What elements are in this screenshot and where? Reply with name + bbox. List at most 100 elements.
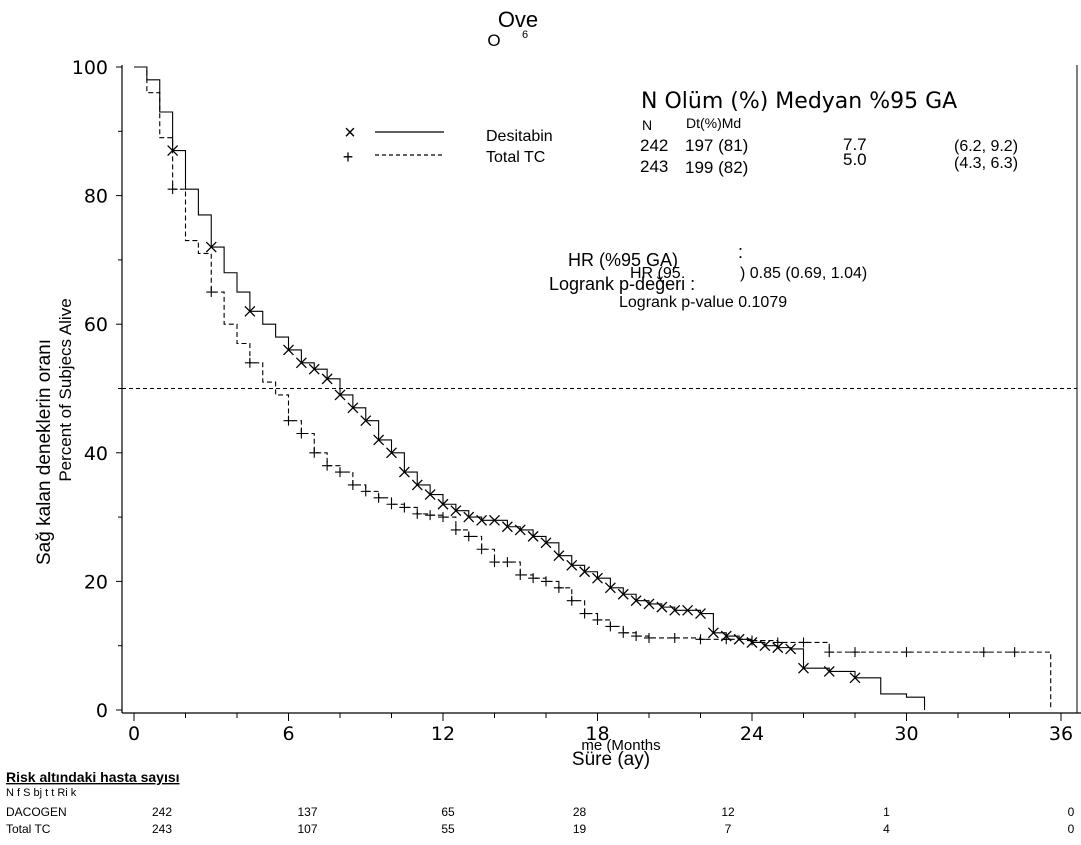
- risk-cell: 0: [1068, 805, 1075, 819]
- legend: N Olüm (%) Medyan %95 GA N Dt(%)Md × Des…: [343, 89, 1018, 177]
- censor-marker-x: [205, 241, 217, 253]
- risk-cell: 28: [573, 805, 587, 819]
- censor-marker-plus: [901, 647, 912, 658]
- legend-subheader-n: N: [642, 117, 652, 133]
- y-tick-label: 40: [84, 443, 108, 465]
- risk-cell: 7: [725, 822, 732, 836]
- x-tick-label: 0: [128, 723, 140, 745]
- legend-header: N Olüm (%) Medyan %95 GA: [641, 89, 957, 114]
- censor-marker-plus: [425, 510, 436, 521]
- censor-marker-plus: [605, 621, 616, 632]
- censor-marker-x: [295, 357, 307, 369]
- legend-ci-totaltc: (4.3, 6.3): [954, 155, 1018, 172]
- censor-marker-x: [373, 434, 385, 446]
- censor-marker-x: [643, 598, 655, 610]
- censor-marker-x: [321, 373, 333, 385]
- censor-marker-x: [759, 640, 771, 652]
- hr-value: ) 0.85 (0.69, 1.04): [740, 265, 867, 282]
- censor-marker-x: [707, 627, 719, 639]
- risk-cell: 1: [883, 805, 890, 819]
- censor-marker-plus: [296, 428, 307, 439]
- censor-marker-plus: [167, 184, 178, 195]
- censor-marker-x: [360, 415, 372, 427]
- censor-marker-x: [592, 572, 603, 584]
- survival-line-total-tc: [134, 66, 1052, 710]
- censor-marker-x: [630, 595, 642, 607]
- logrank-label-en: Logrank p-value 0.1079: [619, 294, 787, 311]
- censor-marker-plus: [747, 635, 757, 646]
- legend-marker-plus: +: [343, 147, 354, 167]
- x-axis-label-overlay: me (Months: [581, 737, 660, 754]
- risk-cell: 242: [152, 805, 172, 819]
- censor-marker-plus: [347, 479, 358, 490]
- risk-cell: 107: [297, 822, 317, 836]
- risk-cell: 243: [152, 822, 172, 836]
- censor-marker-x: [476, 514, 488, 526]
- censor-marker-x: [798, 662, 809, 674]
- censor-marker-plus: [283, 415, 294, 426]
- censor-marker-plus: [669, 632, 680, 643]
- censor-marker-x: [527, 530, 539, 542]
- censor-marker-plus: [721, 634, 732, 645]
- censor-marker-x: [553, 550, 565, 562]
- censor-marker-x: [334, 389, 346, 401]
- censor-marker-plus: [476, 544, 487, 555]
- censor-marker-plus: [566, 595, 577, 606]
- legend-marker-x: ×: [344, 122, 356, 144]
- risk-table-rows: DACOGEN 242 137 65 28 12 1 0 Total TC 243 107 55 19 7…: [6, 805, 1075, 836]
- survival-curves: [134, 66, 1052, 710]
- chart-title: Ove: [498, 7, 538, 32]
- censor-marker-plus: [579, 608, 590, 619]
- censor-marker-x: [695, 608, 706, 620]
- censor-marker-x: [347, 402, 359, 414]
- censor-marker-plus: [489, 557, 500, 568]
- chart-title-superscript: 6: [522, 29, 528, 41]
- censor-marker-plus: [309, 447, 320, 458]
- censor-marker-plus: [631, 631, 642, 642]
- censor-marker-x: [386, 447, 397, 459]
- risk-table-overlay: N f S bj t t Ri k: [6, 787, 77, 799]
- censor-marker-plus: [373, 492, 384, 503]
- censor-marker-x: [566, 559, 578, 571]
- censor-marker-plus: [399, 502, 410, 513]
- legend-median-desitabin: 7.7: [843, 135, 867, 154]
- risk-cell: 55: [441, 822, 455, 836]
- censor-marker-x: [398, 466, 410, 478]
- chart-title-overlay: O: [487, 31, 500, 50]
- legend-deaths-totaltc: 199 (82): [685, 158, 748, 177]
- x-tick-label: 30: [894, 723, 918, 745]
- censor-marker-x: [604, 582, 616, 594]
- censor-marker-x: [308, 363, 320, 375]
- y-axis-label: Sağ kalan deneklerin oranı: [34, 339, 55, 565]
- censor-marker-x: [514, 524, 526, 536]
- y-axis-label-overlay: Percent of Subjecs Alive: [56, 298, 75, 481]
- risk-cell: 19: [573, 822, 587, 836]
- legend-label-totaltc: Total TC: [486, 149, 545, 166]
- logrank-label-tr: Logrank p-değeri :: [549, 274, 695, 294]
- legend-ci-desitabin: (6.2, 9.2): [954, 138, 1018, 155]
- stats-annotations: HR (%95 GA) : HR (95 ) 0.85 (0.69, 1.04)…: [549, 242, 867, 311]
- censor-marker-plus: [244, 357, 255, 368]
- censor-marker-plus: [450, 524, 461, 535]
- x-tick-label: 6: [282, 723, 294, 745]
- x-axis-ticks: 0 6 12 18 24 30 36: [128, 713, 1073, 745]
- censor-marker-x: [849, 672, 861, 684]
- y-tick-label: 60: [84, 314, 108, 336]
- risk-table-title: Risk altındaki hasta sayısı: [6, 769, 180, 785]
- censor-marker-x: [772, 642, 784, 654]
- censor-marker-plus: [360, 486, 371, 497]
- censor-marker-plus: [850, 647, 860, 658]
- censor-marker-x: [283, 344, 294, 356]
- legend-subheader-deaths: Dt(%)Md: [686, 115, 741, 131]
- risk-row-label: DACOGEN: [6, 805, 67, 819]
- censor-marker-x: [669, 604, 681, 616]
- x-tick-label: 18: [585, 723, 609, 745]
- x-axis-label: Süre (ay): [572, 749, 650, 770]
- censor-marker-x: [682, 604, 694, 616]
- risk-cell: 0: [1068, 822, 1075, 836]
- censor-marker-plus: [772, 637, 783, 648]
- hr-label-tr: HR (%95 GA): [568, 250, 678, 270]
- censor-marker-plus: [335, 467, 345, 478]
- censor-marker-plus: [695, 634, 706, 645]
- censor-marker-plus: [553, 582, 564, 593]
